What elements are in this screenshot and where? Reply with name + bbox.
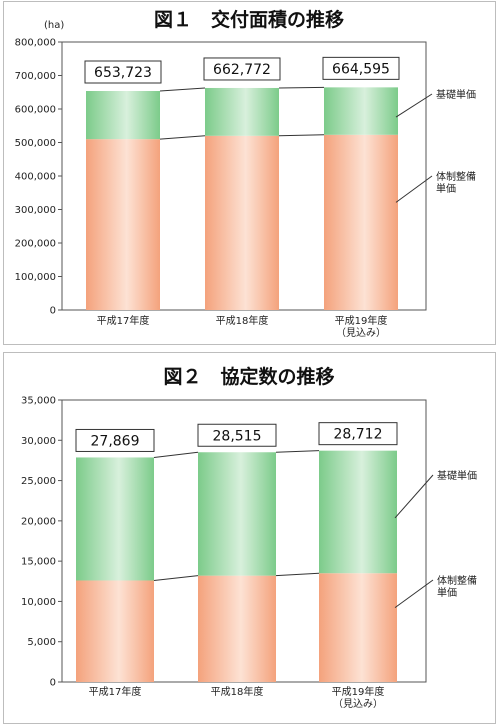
bar-segment bbox=[86, 139, 160, 310]
bar-segment bbox=[205, 135, 279, 310]
y-tick-label: 35,000 bbox=[21, 396, 56, 407]
chart-title: 図１ 交付面積の推移 bbox=[154, 8, 344, 31]
legend-label: 単価 bbox=[436, 182, 456, 195]
legend-label: 体制整備 bbox=[436, 170, 476, 183]
y-tick-label: 700,000 bbox=[15, 71, 56, 82]
total-label: 28,712 bbox=[334, 427, 383, 443]
total-label: 28,515 bbox=[213, 428, 262, 444]
y-tick-label: 0 bbox=[50, 306, 56, 317]
chart-panel-agreements: 図２ 協定数の推移 0 5,000 10,000 15,000 20,000 25,000 3… bbox=[3, 352, 496, 724]
x-tick-label: 平成17年度 bbox=[89, 685, 142, 698]
legend-leader bbox=[395, 93, 433, 118]
y-tick-label: 800,000 bbox=[15, 38, 56, 49]
y-tick-label: 25,000 bbox=[21, 476, 56, 487]
y-tick-label: 15,000 bbox=[21, 557, 56, 568]
connector-line bbox=[275, 572, 320, 577]
connector-line bbox=[153, 575, 199, 581]
x-tick-label: 平成19年度 bbox=[335, 314, 388, 327]
total-label-box bbox=[197, 423, 277, 447]
legend-label: 体制整備 bbox=[437, 574, 477, 587]
bar-segment bbox=[324, 87, 398, 135]
total-label-box bbox=[75, 428, 155, 452]
y-unit-label: (ha) bbox=[44, 20, 64, 31]
bar-segment bbox=[86, 91, 160, 140]
total-label: 653,723 bbox=[94, 65, 152, 81]
bar-segment bbox=[324, 134, 398, 310]
y-tick-label: 0 bbox=[50, 678, 56, 689]
x-tick-label: （見込み） bbox=[336, 327, 386, 339]
chart-area: 図１ 交付面積の推移 (ha) 0 100,000 200,000 300,000 400,… bbox=[15, 8, 476, 339]
y-tick-label: 30,000 bbox=[21, 436, 56, 447]
bar-segment bbox=[319, 573, 397, 682]
y-tick-label: 100,000 bbox=[15, 272, 56, 283]
connector-line bbox=[278, 134, 325, 137]
total-label-box bbox=[84, 60, 162, 84]
connector-line bbox=[275, 450, 320, 453]
total-label: 662,772 bbox=[213, 62, 271, 78]
chart-panel-area: 図１ 交付面積の推移 (ha) 0 100,000 200,000 300,000 400,… bbox=[3, 1, 496, 345]
legend-label: 単価 bbox=[437, 586, 457, 599]
y-tick-label: 10,000 bbox=[21, 597, 56, 608]
bar-segment bbox=[319, 450, 397, 574]
x-tick-label: 平成17年度 bbox=[97, 314, 150, 327]
total-label: 664,595 bbox=[332, 61, 390, 77]
bar-segment bbox=[198, 452, 276, 576]
chart-agreements: 図２ 協定数の推移 0 5,000 10,000 15,000 20,000 25,000 3… bbox=[21, 365, 477, 710]
y-tick-label: 20,000 bbox=[21, 516, 56, 527]
connector-line bbox=[153, 451, 199, 458]
x-tick-label: 平成19年度 bbox=[332, 685, 385, 698]
bar-segment bbox=[198, 575, 276, 682]
legend-label: 基礎単価 bbox=[437, 469, 477, 482]
y-tick-label: 5,000 bbox=[27, 637, 56, 648]
legend-label: 基礎単価 bbox=[436, 88, 476, 101]
x-tick-label: （見込み） bbox=[333, 698, 383, 710]
connector-line bbox=[159, 87, 206, 92]
legend-leader bbox=[394, 474, 434, 519]
y-tick-label: 300,000 bbox=[15, 205, 56, 216]
y-tick-label: 500,000 bbox=[15, 138, 56, 149]
chart-title: 図２ 協定数の推移 bbox=[163, 365, 334, 388]
x-tick-label: 平成18年度 bbox=[216, 314, 269, 327]
total-label-box bbox=[322, 56, 400, 80]
connector-line bbox=[159, 135, 206, 140]
bar-segment bbox=[76, 580, 154, 682]
y-tick-label: 600,000 bbox=[15, 105, 56, 116]
y-tick-label: 400,000 bbox=[15, 172, 56, 183]
bar-segment bbox=[76, 457, 154, 581]
total-label-box bbox=[203, 57, 281, 81]
legend-leader bbox=[394, 579, 434, 609]
y-tick-label: 200,000 bbox=[15, 239, 56, 250]
bar-segment bbox=[205, 87, 279, 136]
connector-line bbox=[278, 86, 325, 89]
total-label: 27,869 bbox=[91, 433, 140, 449]
legend-leader bbox=[395, 175, 433, 203]
total-label-box bbox=[318, 422, 398, 446]
x-tick-label: 平成18年度 bbox=[211, 685, 264, 698]
